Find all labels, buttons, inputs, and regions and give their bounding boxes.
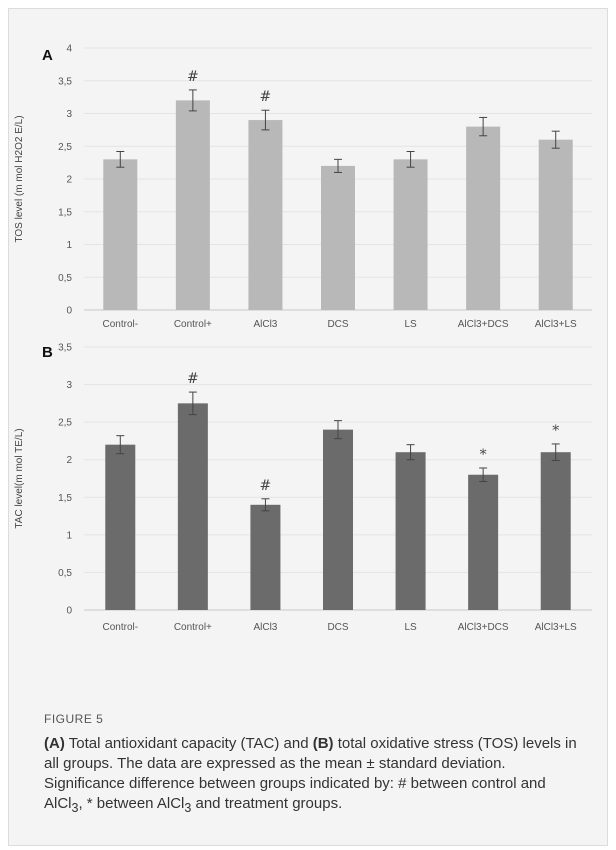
panel-b-y-tick-label: 2 [66, 455, 72, 466]
panel-a-bar-2 [248, 120, 283, 310]
panel-b-error-bar-3 [334, 420, 342, 440]
panel-b-significance-marker-2: # [260, 478, 272, 494]
panel-a-category-label-2: AlCl3 [253, 319, 277, 330]
caption-mid-text: , * between AlCl [78, 795, 185, 812]
panel-b-error-bar-0 [116, 435, 125, 455]
panel-a-category-label-4: LS [404, 319, 417, 330]
panel-a-error-bar-1 [188, 89, 197, 112]
panel-b-bar-6 [540, 452, 571, 610]
panel-b-bar-5 [468, 474, 499, 610]
panel-b-category-label-4: LS [404, 622, 417, 633]
panel-b-y-axis-label: TAC level(m mol TE/L) [14, 428, 25, 528]
panel-a-y-tick-label: 1 [66, 240, 72, 251]
panel-a-bar-1 [175, 100, 210, 311]
panel-b-y-tick-label: 1,5 [58, 493, 72, 504]
caption-part-b-label: (B) [312, 735, 334, 752]
panel-b-category-label-5: AlCl3+DCS [458, 622, 509, 633]
panel-a-chart: A 0 0,5 1 1,5 2 2,5 3 3,5 4 TOS level (m mol H2O2… [14, 44, 592, 330]
panel-a-bar-0 [103, 159, 138, 310]
panel-b-significance-marker-6: * [552, 423, 559, 439]
panel-b-bar-1 [177, 403, 208, 610]
panel-b-category-label-6: AlCl3+LS [535, 622, 577, 633]
panel-a-letter: A [42, 47, 53, 64]
panel-b-y-tick-label: 3,5 [58, 343, 72, 354]
panel-a-bar-4 [393, 159, 428, 310]
panel-a-y-tick-label: 2,5 [58, 142, 72, 153]
panel-b-y-tick-label: 0 [66, 606, 72, 617]
panel-b-y-tick-label: 2,5 [58, 418, 72, 429]
panel-b-y-tick-label: 0,5 [58, 568, 72, 579]
figure-5-charts: A 0 0,5 1 1,5 2 2,5 3 3,5 4 TOS level (m mol H2O2… [14, 44, 592, 633]
caption-subscript-2: 3 [184, 801, 192, 815]
panel-a-bar-6 [538, 139, 573, 310]
figure-label: FIGURE 5 [44, 712, 104, 726]
panel-a-y-tick-label: 2 [66, 175, 72, 186]
caption-part-a-label: (A) [44, 735, 65, 752]
panel-b-significance-marker-5: * [480, 447, 487, 463]
panel-a-bar-3 [321, 165, 355, 310]
panel-a-error-bar-6 [551, 130, 560, 149]
panel-a-y-tick-label: 1,5 [58, 207, 72, 218]
panel-a-y-axis-label: TOS level (m mol H2O2 E/L) [14, 115, 25, 242]
panel-a-error-bar-0 [116, 150, 125, 168]
panel-b-letter: B [42, 344, 53, 361]
caption-subscript-1: 3 [71, 801, 79, 815]
caption-part-b-text: total oxidative stress (TOS) levels in a… [44, 735, 577, 812]
panel-b-bar-2 [250, 504, 281, 610]
figure-frame [8, 8, 608, 846]
panel-a-error-bar-5 [479, 116, 488, 137]
panel-a-y-tick-label: 4 [66, 44, 72, 55]
panel-b-error-bar-5 [479, 467, 488, 483]
figure-caption: FIGURE 5 (A) Total antioxidant capacity … [44, 712, 584, 818]
panel-b-category-label-1: Control+ [174, 622, 212, 633]
panel-a-y-tick-label: 3,5 [58, 76, 72, 87]
panel-b-bar-3 [323, 429, 353, 610]
panel-a-category-label-1: Control+ [174, 319, 212, 330]
panel-b-y-tick-label: 1 [66, 530, 72, 541]
panel-a-error-bar-3 [334, 158, 342, 173]
panel-a-error-bar-2 [261, 109, 270, 131]
panel-a-y-tick-label: 0 [66, 306, 72, 317]
caption-text: (A) Total antioxidant capacity (TAC) and… [44, 734, 584, 818]
panel-b-bar-0 [105, 444, 136, 610]
panel-a-bar-5 [466, 126, 501, 310]
panel-b-error-bar-6 [551, 443, 560, 461]
panel-a-error-bar-4 [406, 150, 415, 168]
panel-a-significance-marker-1: # [187, 69, 199, 85]
panel-a-category-label-6: AlCl3+LS [535, 319, 577, 330]
panel-a-category-label-3: DCS [327, 319, 348, 330]
panel-b-significance-marker-1: # [187, 371, 199, 387]
caption-end-text: and treatment groups. [191, 795, 343, 812]
panel-b-y-tick-label: 3 [66, 380, 72, 391]
panel-a-category-label-5: AlCl3+DCS [458, 319, 509, 330]
panel-b-category-label-2: AlCl3 [253, 622, 277, 633]
panel-b-bar-4 [395, 452, 426, 610]
panel-a-significance-marker-2: # [260, 89, 272, 105]
panel-b-error-bar-4 [406, 444, 415, 461]
panel-a-y-tick-label: 0,5 [58, 273, 72, 284]
panel-a-y-tick-label: 3 [66, 109, 72, 120]
panel-b-error-bar-1 [188, 391, 197, 416]
panel-b-category-label-0: Control- [102, 622, 138, 633]
panel-b-category-label-3: DCS [327, 622, 348, 633]
panel-b-chart: B 0 0,5 1 1,5 2 2,5 3 3,5 TAC level(m mol TE/L) C… [14, 343, 592, 633]
panel-b-error-bar-2 [261, 498, 270, 512]
caption-part-a-text: Total antioxidant capacity (TAC) and [64, 735, 313, 752]
panel-a-category-label-0: Control- [102, 319, 138, 330]
